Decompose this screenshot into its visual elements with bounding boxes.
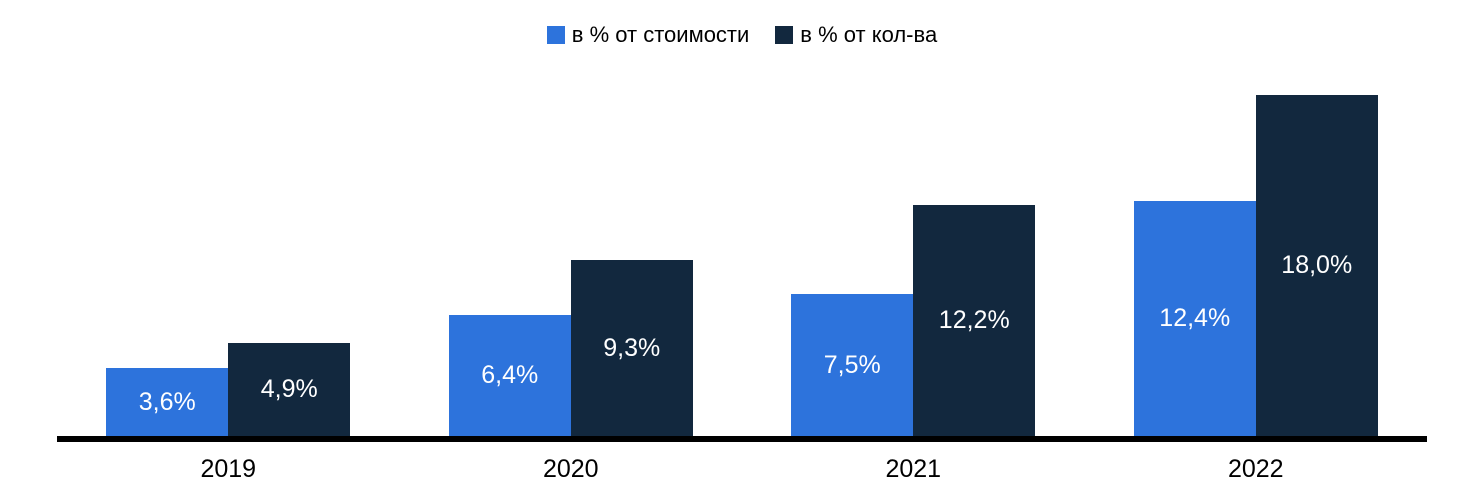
bar-value-label: 7,5% <box>823 350 881 379</box>
bar-value-label: 18,0% <box>1281 251 1353 279</box>
bar-group-2021: 7,5% 12,2% <box>742 91 1085 436</box>
bar-series1-2020: 9,3% <box>570 260 693 436</box>
bar-group-2019: 3,6% 4,9% <box>57 91 400 436</box>
legend-swatch-icon <box>775 26 794 44</box>
category-label-2020: 2020 <box>542 455 599 483</box>
bar-value-label: 6,4% <box>481 361 539 389</box>
legend: в % от стоимости в % от кол-ва <box>0 22 1484 48</box>
bar-series0-2020: 6,4% <box>448 315 571 436</box>
bar-group-2022: 12,4% 18,0% <box>1085 91 1428 436</box>
bar-series1-2021: 12,2% <box>913 205 1036 436</box>
bar-series0-2019: 3,6% <box>106 368 229 436</box>
bar-series1-2022: 18,0% <box>1255 95 1378 436</box>
legend-item-0: в % от стоимости <box>546 22 750 47</box>
category-label-2021: 2021 <box>885 455 942 483</box>
legend-label: в % от кол-ва <box>800 22 938 47</box>
bar-value-label: 12,4% <box>1159 304 1231 332</box>
plot-area: 3,6% 4,9% 6,4% 9,3% 7,5% 12,2% 12,4% 18,0% <box>57 91 1427 436</box>
legend-item-1: в % от кол-ва <box>775 24 937 46</box>
bar-value-label: 4,9% <box>260 375 318 403</box>
bar-series1-2019: 4,9% <box>228 343 351 436</box>
category-label-2019: 2019 <box>200 455 257 483</box>
category-label-2022: 2022 <box>1227 455 1284 483</box>
legend-label: в % от стоимости <box>571 22 750 47</box>
bar-series0-2021: 7,5% <box>791 294 914 436</box>
bar-value-label: 3,6% <box>138 387 196 416</box>
category-labels: 2019 2020 2021 2022 <box>57 455 1427 484</box>
legend-swatch-icon <box>546 26 565 44</box>
chart: 3,6% 4,9% 6,4% 9,3% 7,5% 12,2% 12,4% 18,0% 2019… <box>57 91 1427 484</box>
bar-series0-2022: 12,4% <box>1133 201 1256 436</box>
bar-group-2020: 6,4% 9,3% <box>400 91 743 436</box>
bar-value-label: 9,3% <box>603 333 661 362</box>
bar-value-label: 12,2% <box>938 306 1010 334</box>
x-axis-line <box>57 436 1427 442</box>
